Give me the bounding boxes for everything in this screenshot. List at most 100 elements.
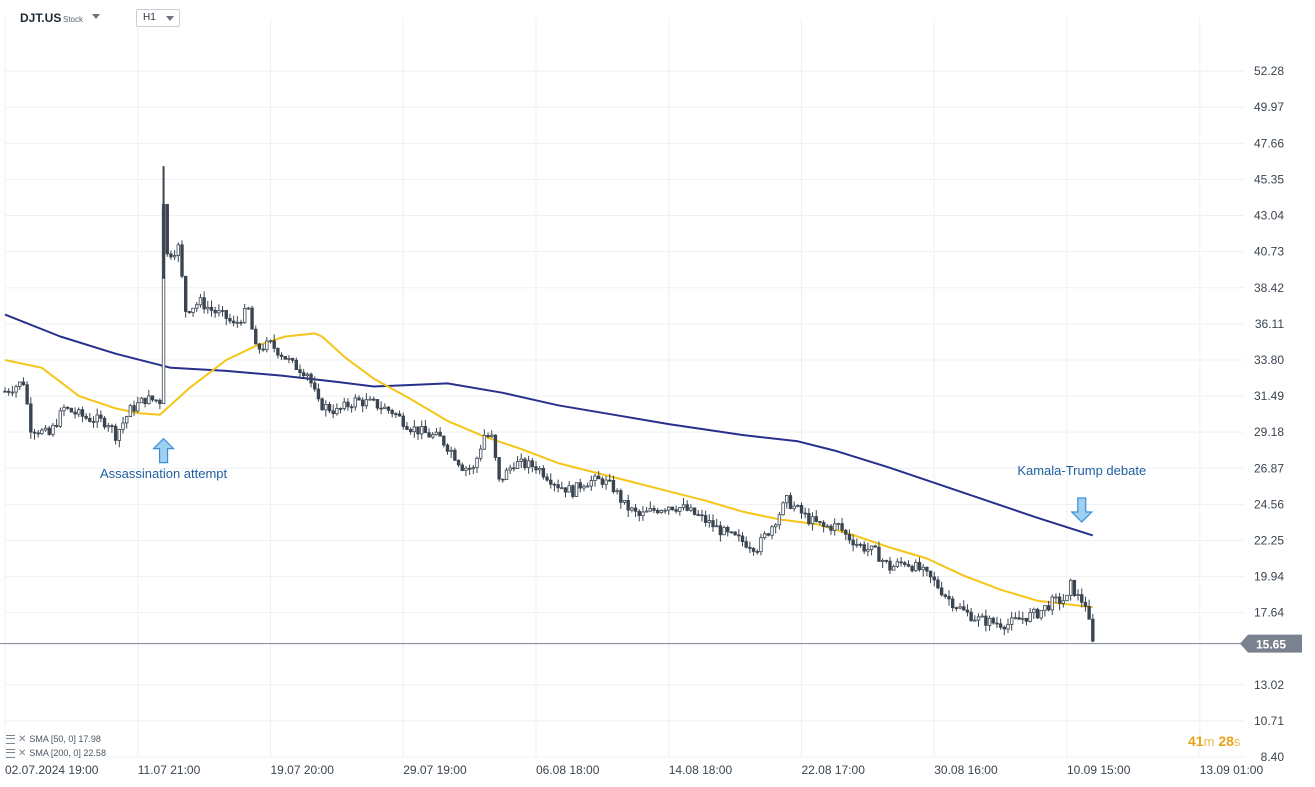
candle [357, 395, 361, 401]
candle [545, 473, 549, 482]
candle-body [180, 244, 184, 277]
candle-body [172, 255, 177, 258]
candle [176, 242, 181, 262]
candle [497, 457, 501, 482]
candle [973, 615, 977, 622]
candle-body [379, 407, 383, 410]
candle [637, 509, 641, 522]
candle-body [541, 468, 546, 478]
candle [401, 412, 405, 430]
candle [486, 432, 490, 439]
candle-body [95, 414, 99, 423]
candle-body [512, 467, 516, 470]
candle [309, 372, 313, 388]
candle-body [73, 411, 77, 415]
candle-body [670, 506, 675, 511]
timer-minutes: 41 [1188, 733, 1204, 749]
candle-body [431, 434, 435, 438]
candle [349, 404, 354, 413]
legend-sma-200[interactable]: ✕ SMA [200, 0] 22.58 [6, 748, 106, 759]
candle [829, 523, 833, 535]
x-tick-label: 06.08 18:00 [536, 763, 600, 777]
candle-body [504, 469, 509, 480]
candle-body [460, 464, 464, 471]
candle-body [486, 435, 490, 438]
candle-body [88, 417, 92, 422]
candle-body [183, 275, 188, 312]
candle [950, 596, 955, 612]
candle [235, 316, 240, 328]
legend-sma-50[interactable]: ✕ SMA [50, 0] 17.98 [6, 734, 101, 745]
candle-body [283, 356, 287, 360]
candle-countdown: 41m 28s [1188, 733, 1240, 749]
candle-body [799, 505, 804, 514]
candle-body [309, 373, 313, 384]
candle-body [858, 543, 863, 546]
candle [644, 506, 649, 513]
candle-body [453, 449, 457, 461]
candle [69, 407, 74, 413]
symbol-dropdown-icon[interactable] [92, 14, 100, 19]
candle-body [390, 409, 394, 415]
candle-body [869, 545, 874, 550]
candle [891, 564, 896, 571]
candle [969, 607, 973, 622]
candle [1039, 609, 1043, 621]
candle [209, 300, 214, 317]
candle-body [1039, 609, 1043, 619]
x-tick-label: 22.08 17:00 [802, 763, 866, 777]
candle-body [69, 407, 74, 413]
candle-body [615, 490, 619, 493]
candle [257, 342, 262, 354]
candle-body [770, 526, 774, 536]
candle [1002, 625, 1007, 636]
candle [198, 293, 203, 308]
list-icon[interactable] [6, 735, 15, 745]
candle [139, 396, 144, 404]
candle [294, 357, 299, 371]
candle-body [1065, 594, 1069, 602]
candle [714, 518, 719, 528]
symbol-label[interactable]: DJT.US [20, 11, 62, 25]
list-icon[interactable] [6, 749, 15, 759]
candle [832, 518, 837, 536]
candle [43, 424, 48, 432]
candle-body [305, 373, 310, 377]
candle-body [419, 426, 424, 435]
close-icon[interactable]: ✕ [18, 734, 27, 745]
candle-body [438, 431, 442, 437]
candle-body [818, 520, 822, 523]
symbol-type: Stock [63, 15, 84, 24]
timer-s-unit: s [1233, 734, 1241, 749]
candle-body [102, 417, 107, 428]
candle-body [412, 426, 417, 433]
candle-body [279, 354, 284, 357]
candle [77, 407, 81, 418]
candle [1028, 608, 1032, 623]
x-tick-label: 10.09 15:00 [1067, 763, 1131, 777]
candle-body [1046, 605, 1051, 611]
candle-body [998, 623, 1003, 628]
candle-body [136, 402, 140, 412]
candle [191, 307, 195, 317]
candle [836, 522, 841, 530]
candle-body [158, 399, 162, 404]
candle [899, 557, 903, 567]
candle-body [855, 543, 859, 546]
candle-body [490, 434, 494, 438]
close-icon[interactable]: ✕ [18, 748, 27, 759]
candle [1017, 610, 1021, 620]
timeframe-select[interactable]: H1 [136, 9, 180, 27]
candle-body [40, 429, 44, 435]
candle [862, 541, 866, 555]
x-tick-label: 30.08 16:00 [934, 763, 998, 777]
current-price-label: 15.65 [1256, 638, 1286, 652]
candle-body [1006, 623, 1010, 630]
candle [796, 504, 800, 508]
candle-body [416, 426, 420, 435]
candle [914, 559, 918, 572]
candle-body [464, 467, 468, 471]
x-tick-label: 29.07 19:00 [403, 763, 467, 777]
candle [740, 532, 745, 547]
